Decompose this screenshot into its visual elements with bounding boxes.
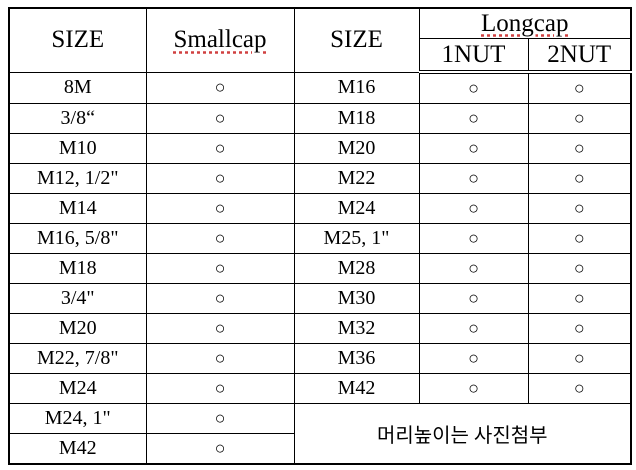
table-cell: ○ <box>418 163 529 194</box>
table-row: M24, 1" ○ 머리높이는 사진첨부 <box>8 403 632 465</box>
table-cell: ○ <box>145 343 295 374</box>
table-cell: M16, 5/8" <box>8 223 147 254</box>
table-cell: ○ <box>145 103 295 134</box>
table-cell: M28 <box>293 253 420 284</box>
table-cell: ○ <box>527 163 632 194</box>
table-cell: ○ <box>145 163 295 194</box>
header-cell: SIZE <box>8 7 147 73</box>
table-cell: M12, 1/2" <box>8 163 147 194</box>
table-row: M42 ○ <box>8 433 631 465</box>
table-cell: ○ <box>527 253 632 284</box>
table-row: M12, 1/2" ○ M22 ○ ○ <box>8 163 632 194</box>
table-cell: ○ <box>145 313 295 344</box>
header-text: Smallcap <box>173 26 267 54</box>
table-row: 8M ○ M16 ○ ○ <box>8 71 632 104</box>
table-cell: ○ <box>527 133 632 164</box>
table-cell: M22, 7/8" <box>8 343 147 374</box>
table-cell: ○ <box>418 343 529 374</box>
table-cell: ○ <box>527 373 632 404</box>
table-cell: ○ <box>418 373 529 404</box>
table-cell: M42 <box>293 373 420 404</box>
table-row: M22, 7/8" ○ M36 ○ ○ <box>8 343 632 374</box>
table-cell: M20 <box>8 313 147 344</box>
table-cell: ○ <box>145 133 295 164</box>
table-row: M20 ○ M32 ○ ○ <box>8 313 632 344</box>
table-cell: ○ <box>145 71 295 104</box>
table-cell: ○ <box>145 373 295 404</box>
table-cell: ○ <box>145 223 295 254</box>
header-cell: Smallcap <box>145 7 295 73</box>
table-cell: ○ <box>527 71 632 104</box>
header-cell: Longcap <box>418 7 632 39</box>
header-text: Longcap <box>481 9 569 37</box>
table-cell: M22 <box>293 163 420 194</box>
table-cell: M25, 1" <box>293 223 420 254</box>
table-cell: ○ <box>418 253 529 284</box>
header-cell: 1NUT <box>418 38 529 74</box>
table-cell: M14 <box>8 193 147 224</box>
table-cell: ○ <box>418 283 529 314</box>
table-cell: ○ <box>145 433 295 465</box>
table-cell: M36 <box>293 343 420 374</box>
table-row: M10 ○ M20 ○ ○ <box>8 133 632 164</box>
table-cell: M18 <box>293 103 420 134</box>
table-row: M18 ○ M28 ○ ○ <box>8 253 632 284</box>
table-cell: ○ <box>527 193 632 224</box>
table-cell: ○ <box>527 103 632 134</box>
table-cell: ○ <box>145 253 295 284</box>
table-row: M16, 5/8" ○ M25, 1" ○ ○ <box>8 223 632 254</box>
table-cell: 3/8“ <box>8 103 147 134</box>
table-cell: ○ <box>145 283 295 314</box>
table-cell: M24 <box>8 373 147 404</box>
header-cell: 2NUT <box>527 38 632 74</box>
table-row: 3/4" ○ M30 ○ ○ <box>8 283 632 314</box>
header-cell: SIZE <box>293 7 420 73</box>
table-cell: ○ <box>527 223 632 254</box>
table-cell: ○ <box>418 223 529 254</box>
table-cell: M30 <box>293 283 420 314</box>
table-cell: M20 <box>293 133 420 164</box>
header-row: SIZE Smallcap SIZE Longcap <box>8 7 632 73</box>
table-cell: ○ <box>527 283 632 314</box>
table-row: 3/8“ ○ M18 ○ ○ <box>8 103 632 134</box>
table-cell: ○ <box>418 103 529 134</box>
header-row: 1NUT 2NUT <box>9 38 632 74</box>
table-cell: ○ <box>145 193 295 224</box>
table-row: M14 ○ M24 ○ ○ <box>8 193 632 224</box>
table-row: M24 ○ M42 ○ ○ <box>8 373 632 404</box>
table-cell: 8M <box>8 71 147 104</box>
table-cell: M24 <box>293 193 420 224</box>
note-cell: 머리높이는 사진첨부 <box>293 403 632 465</box>
size-table: SIZE Smallcap SIZE Longcap 1NUT 2NUT 8M ○… <box>8 7 632 465</box>
table-cell: M10 <box>8 133 147 164</box>
table-cell: 3/4" <box>8 283 147 314</box>
table-cell: M18 <box>8 253 147 284</box>
table-cell: M42 <box>8 433 147 465</box>
table-cell: ○ <box>418 313 529 344</box>
table-cell: ○ <box>418 71 529 104</box>
table-cell: ○ <box>418 193 529 224</box>
table-cell: ○ <box>145 403 295 434</box>
table-cell: M32 <box>293 313 420 344</box>
table-cell: ○ <box>527 343 632 374</box>
table-cell: M16 <box>293 71 420 104</box>
table-cell: ○ <box>418 133 529 164</box>
table-cell: M24, 1" <box>8 403 147 434</box>
table-cell: ○ <box>527 313 632 344</box>
